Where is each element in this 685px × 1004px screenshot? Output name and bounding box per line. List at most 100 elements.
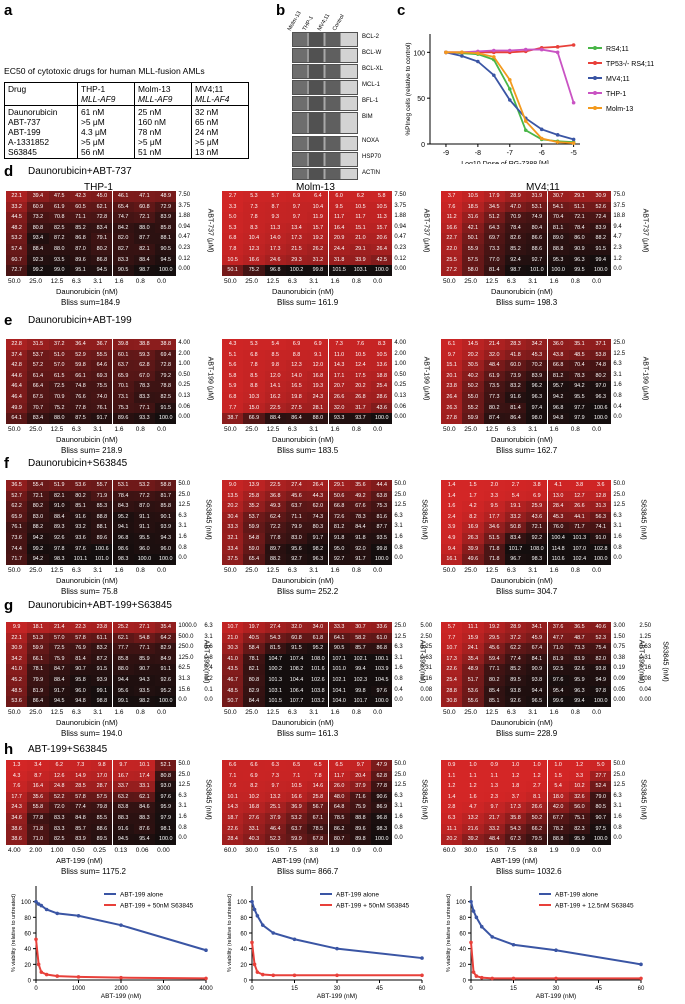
heatmap-cell: 34.5 <box>483 201 505 213</box>
x-tick-label: 25.0 <box>464 708 477 716</box>
ec50-table: Drug THP-1 MLL-AF9 Molm-13 MLL-AF9 MV4;11 M… <box>4 82 249 159</box>
data-point <box>255 970 260 974</box>
heatmap-cell: 96.8 <box>547 402 569 414</box>
data-point <box>260 923 265 927</box>
heatmap-cell: 85.7 <box>349 643 372 654</box>
heatmap-cell: 14.0 <box>285 370 308 382</box>
heatmap-cell: 9.7 <box>264 781 286 792</box>
y-tick-label: 0.00 <box>394 414 407 421</box>
heatmap-cell: 98.3 <box>526 554 548 565</box>
x-tick-label: 25.0 <box>245 708 258 716</box>
x-tick-label: 1.6 <box>549 708 559 716</box>
heatmap-cell: 83.9 <box>568 653 591 665</box>
heatmap-cell: 56.3 <box>590 511 612 523</box>
y-tick-label: 12.5 <box>394 502 407 509</box>
y-tick-label: 50.0 <box>178 481 191 487</box>
heatmap-cell: 28.5 <box>69 781 92 792</box>
heatmap-cell: 71.1 <box>285 511 308 523</box>
panel-label-b: b <box>276 2 286 19</box>
x-tick-label: 1.6 <box>114 277 124 285</box>
heatmap-cell: 45.9 <box>526 632 548 644</box>
x-tick-label: 0.06 <box>135 846 149 854</box>
x-tick-label: 45 <box>595 986 602 992</box>
heatmap-cell: 92.5 <box>547 664 569 675</box>
y-tick-label: 0.38 <box>613 654 626 661</box>
heatmap-cell: 86.9 <box>371 802 393 813</box>
heatmap-cell: 59.8 <box>69 360 92 371</box>
heatmap-cell: 3.8 <box>568 480 591 491</box>
x-tick-label: 3.1 <box>309 708 319 716</box>
y-tick-label: 60 <box>24 932 31 938</box>
heatmap-cell: 11.9 <box>307 212 329 223</box>
heatmap-cell: 81.7 <box>155 490 177 502</box>
heatmap-cell: 33.1 <box>243 823 265 835</box>
heatmap-cell: 14.6 <box>307 781 329 792</box>
y-tick-label: 0.09 <box>613 676 626 682</box>
heatmap-cell: 78.3 <box>133 381 156 392</box>
y-tick-label: 0.00 <box>178 266 191 273</box>
heatmap-cell: 60.0 <box>504 360 527 371</box>
heatmap-cell: 83.3 <box>133 392 156 403</box>
y-axis-label: ABT-199 (μM) <box>422 356 430 401</box>
heatmap-cell: 30.4 <box>222 511 244 523</box>
heatmap-cell: 62.8 <box>371 770 393 782</box>
heatmap-cell: 22.1 <box>6 632 28 644</box>
y-tick-label-2: 0.1 <box>204 686 213 693</box>
heatmap-cell: 73.2 <box>27 212 49 223</box>
heatmap-cell: 67.0 <box>133 370 156 382</box>
y-tick-label: 4.00 <box>394 340 407 346</box>
heatmap-cell: 94.2 <box>547 392 569 403</box>
heatmap-cell: 85.4 <box>483 685 505 697</box>
heatmap-cell: 83.2 <box>91 643 113 654</box>
heatmap-cell: 70.4 <box>568 360 591 371</box>
heatmap-cell: 102.1 <box>349 653 372 665</box>
x-tick-label: 0.0 <box>592 708 602 716</box>
heatmap-cell: 57.8 <box>69 791 92 803</box>
data-point <box>36 962 41 967</box>
heatmap-cell: 71.8 <box>483 554 505 565</box>
x-axis-label: Daunorubicin (nM) <box>56 286 118 296</box>
heatmap-cell: 70.7 <box>27 402 49 414</box>
heatmap-cell: 38.6 <box>6 834 28 845</box>
x-tick-label: 50.0 <box>8 566 21 574</box>
heatmap-cell: 5.7 <box>441 622 463 633</box>
y-tick-label: 2.3 <box>613 245 622 251</box>
heatmap-cell: 8.7 <box>27 770 49 782</box>
heatmap-cell: 97.9 <box>155 813 177 824</box>
y-tick-label: 40 <box>240 947 247 953</box>
heatmap-cell: 95.9 <box>155 802 177 813</box>
heatmap-cell: 76.0 <box>547 522 569 533</box>
heatmap-cell: 67.5 <box>27 392 49 403</box>
heatmap-cell: 27.8 <box>441 413 463 424</box>
heatmap-cell: 87.5 <box>69 413 92 424</box>
heatmap-cell: 94.2 <box>27 554 49 565</box>
heatmap-cell: 5.1 <box>222 349 244 361</box>
heatmap-cell: 81.4 <box>69 653 92 665</box>
heatmap-cell: 81.2 <box>328 522 350 533</box>
heatmap-cell: 28.7 <box>91 781 113 792</box>
heatmap-cell: 10.7 <box>222 622 244 633</box>
heatmap-cell: 88.4 <box>27 244 49 255</box>
heatmap-cell: 90.7 <box>133 664 156 675</box>
heatmap-cell: 75.2 <box>48 402 70 414</box>
heatmap-cell: 75.2 <box>243 265 265 276</box>
heatmap-cell: 27.4 <box>285 480 308 491</box>
heatmap-cell: 93.5 <box>371 533 393 544</box>
heatmap-cell: 84.7 <box>48 664 70 675</box>
heatmap-cell: 83.0 <box>285 533 308 544</box>
heatmap-cell: 12.8 <box>590 490 612 502</box>
heatmap-cell: 19.7 <box>243 622 265 633</box>
x-tick-label: 12.5 <box>50 425 64 433</box>
x-tick-label: 4.00 <box>8 846 21 854</box>
y-tick-label: 50.0 <box>394 761 407 767</box>
heatmap-cell: 103.8 <box>307 685 329 697</box>
heatmap-cell: 21.0 <box>349 233 372 244</box>
heatmap-cell: 30.5 <box>462 360 484 371</box>
heatmap-cell: 8.2 <box>243 781 265 792</box>
y-tick-label: 31.3 <box>178 676 191 682</box>
x-tick-label: 60.0 <box>443 846 456 854</box>
heatmap-cell: 1.1 <box>462 770 484 782</box>
series-line-0 <box>445 51 574 144</box>
panel-label-f: f <box>4 455 9 472</box>
y-tick-label: 3.1 <box>394 803 403 810</box>
